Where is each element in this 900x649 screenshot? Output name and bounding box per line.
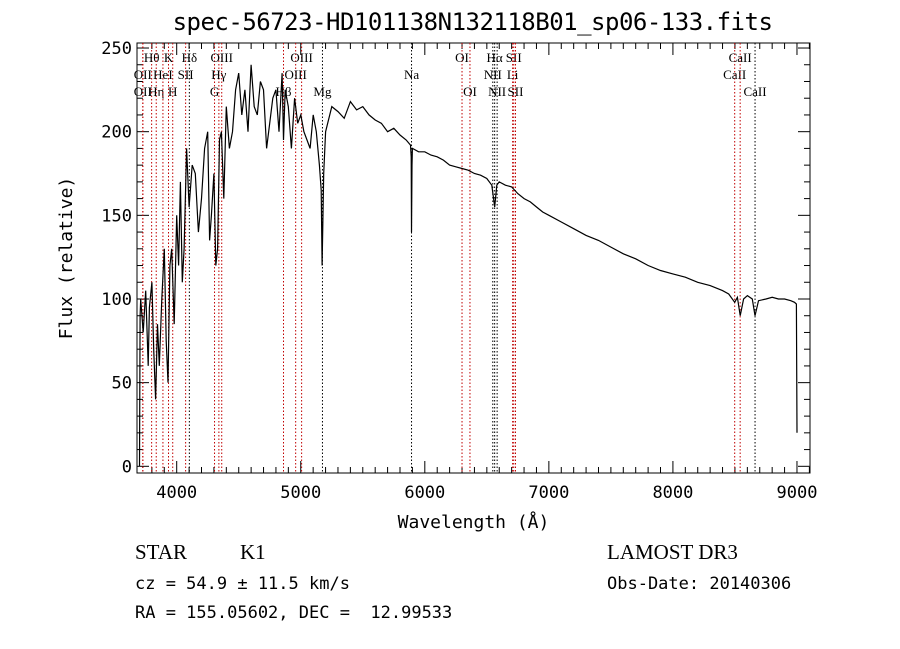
y-tick-label: 250 <box>101 39 132 59</box>
line-marker-label: Hθ <box>144 50 160 65</box>
line-marker-label: K <box>164 50 174 65</box>
x-tick-label: 9000 <box>776 483 817 503</box>
line-marker-label: NII <box>484 67 502 82</box>
line-marker-label: Na <box>404 67 419 82</box>
redshift-text: cz = 54.9 ± 11.5 km/s <box>135 574 350 594</box>
object-type: STAR <box>135 540 187 564</box>
line-marker-label: G <box>210 84 219 99</box>
line-marker-label: OIII <box>290 50 312 65</box>
line-marker-label: Hβ <box>276 84 292 99</box>
line-marker-label: HeI <box>153 67 173 82</box>
line-marker-label: Hγ <box>211 67 226 82</box>
line-marker-label: SII <box>506 50 522 65</box>
x-tick-label: 7000 <box>528 483 569 503</box>
y-tick-label: 50 <box>112 374 132 394</box>
line-marker-label: Li <box>507 67 519 82</box>
y-axis-label: Flux (relative) <box>56 177 77 340</box>
line-marker-label: OI <box>463 84 477 99</box>
line-marker-label: OIII <box>284 67 306 82</box>
line-marker-label: Hη <box>148 84 164 99</box>
line-marker-label: OIII <box>211 50 233 65</box>
line-marker-label: OI <box>455 50 469 65</box>
chart-title: spec-56723-HD101138N132118B01_sp06-133.f… <box>172 8 773 36</box>
subclass: K1 <box>240 540 266 564</box>
line-marker-label: Hα <box>487 50 503 65</box>
x-tick-label: 8000 <box>652 483 693 503</box>
y-tick-label: 100 <box>101 290 132 310</box>
line-marker-label: CaII <box>743 84 766 99</box>
x-axis-label: Wavelength (Å) <box>398 511 550 533</box>
obs-date: Obs-Date: 20140306 <box>607 574 792 594</box>
plot-frame <box>136 42 811 474</box>
line-marker-label: SII <box>508 84 524 99</box>
line-marker-label: H <box>168 84 177 99</box>
spectrum-line <box>138 64 798 467</box>
y-tick-label: 150 <box>101 206 132 226</box>
y-tick-label: 0 <box>122 457 132 477</box>
line-marker-label: Hδ <box>182 50 198 65</box>
x-tick-label: 4000 <box>156 483 197 503</box>
line-marker-label: SII <box>178 67 194 82</box>
line-marker-label: CaII <box>723 67 746 82</box>
y-tick-label: 200 <box>101 123 132 143</box>
survey-label: LAMOST DR3 <box>607 540 738 564</box>
line-marker-label: Mg <box>313 84 332 99</box>
line-marker-label: CaII <box>729 50 752 65</box>
x-tick-label: 6000 <box>404 483 445 503</box>
coordinates: RA = 155.05602, DEC = 12.99533 <box>135 603 453 623</box>
line-marker-label: NII <box>488 84 506 99</box>
x-tick-label: 5000 <box>280 483 321 503</box>
line-marker-label: OII <box>134 84 152 99</box>
